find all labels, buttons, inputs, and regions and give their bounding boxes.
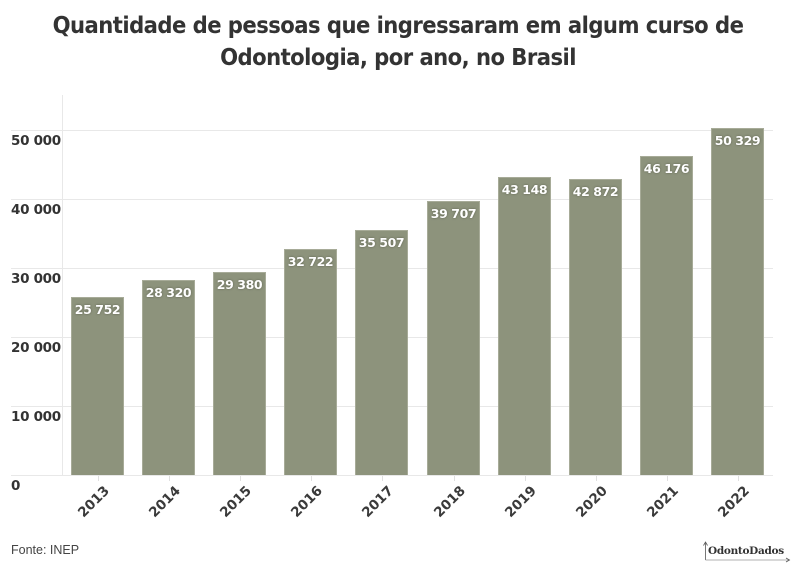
- bar-value-label: 43 148: [501, 182, 548, 197]
- x-tick-label: 2017: [358, 483, 397, 521]
- gridline: [11, 199, 773, 200]
- bar-value-label: 32 722: [287, 254, 334, 269]
- x-tick: [667, 476, 668, 481]
- x-tick: [596, 476, 597, 481]
- x-tick: [738, 476, 739, 481]
- y-axis-line: [62, 95, 63, 475]
- gridline: [11, 130, 773, 131]
- x-tick-label: 2014: [145, 483, 184, 521]
- bar-2020[interactable]: 42 872: [569, 179, 622, 475]
- x-tick-label: 2016: [287, 483, 326, 521]
- chart-title: Quantidade de pessoas que ingressaram em…: [32, 10, 764, 74]
- bar-2015[interactable]: 29 380: [213, 272, 266, 475]
- source-note: Fonte: INEP: [11, 543, 80, 557]
- x-tick: [382, 476, 383, 481]
- bar-value-label: 28 320: [145, 285, 192, 300]
- bar-value-label: 42 872: [572, 184, 619, 199]
- bar-value-label: 29 380: [216, 277, 263, 292]
- bar-2016[interactable]: 32 722: [284, 249, 337, 475]
- axis-arrows-icon: [703, 541, 791, 563]
- x-tick: [525, 476, 526, 481]
- y-tick-label: 20 000: [11, 340, 61, 356]
- bar-value-label: 25 752: [74, 302, 121, 317]
- bar-2013[interactable]: 25 752: [71, 297, 124, 475]
- x-tick: [240, 476, 241, 481]
- x-tick-label: 2020: [572, 483, 611, 521]
- y-tick-label: 30 000: [11, 271, 61, 287]
- gridline: [11, 475, 773, 476]
- bar-2017[interactable]: 35 507: [355, 230, 408, 475]
- y-tick-label: 50 000: [11, 133, 61, 149]
- y-tick-label: 0: [11, 478, 21, 494]
- bar-value-label: 35 507: [358, 235, 405, 250]
- bar-2014[interactable]: 28 320: [142, 280, 195, 475]
- x-tick: [169, 476, 170, 481]
- x-tick-label: 2018: [430, 483, 469, 521]
- bar-value-label: 50 329: [714, 133, 761, 148]
- x-tick-label: 2019: [501, 483, 540, 521]
- x-tick-label: 2022: [714, 483, 753, 521]
- x-tick-label: 2013: [74, 483, 113, 521]
- chart-title-line-1: Quantidade de pessoas que ingressaram em…: [52, 13, 744, 39]
- brand-name: OdontoDados: [708, 545, 784, 557]
- bar-2021[interactable]: 46 176: [640, 156, 693, 475]
- x-tick-label: 2015: [216, 483, 255, 521]
- bar-value-label: 39 707: [430, 206, 477, 221]
- bar-value-label: 46 176: [643, 161, 690, 176]
- x-tick: [311, 476, 312, 481]
- bar-2022[interactable]: 50 329: [711, 128, 764, 475]
- bar-2018[interactable]: 39 707: [427, 201, 480, 475]
- x-tick-label: 2021: [643, 483, 682, 521]
- x-tick: [454, 476, 455, 481]
- y-tick-label: 10 000: [11, 409, 61, 425]
- brand-logo: OdontoDados: [703, 540, 793, 566]
- x-tick: [98, 476, 99, 481]
- chart-title-line-2: Odontologia, por ano, no Brasil: [220, 45, 576, 71]
- y-tick-label: 40 000: [11, 202, 61, 218]
- bar-2019[interactable]: 43 148: [498, 177, 551, 475]
